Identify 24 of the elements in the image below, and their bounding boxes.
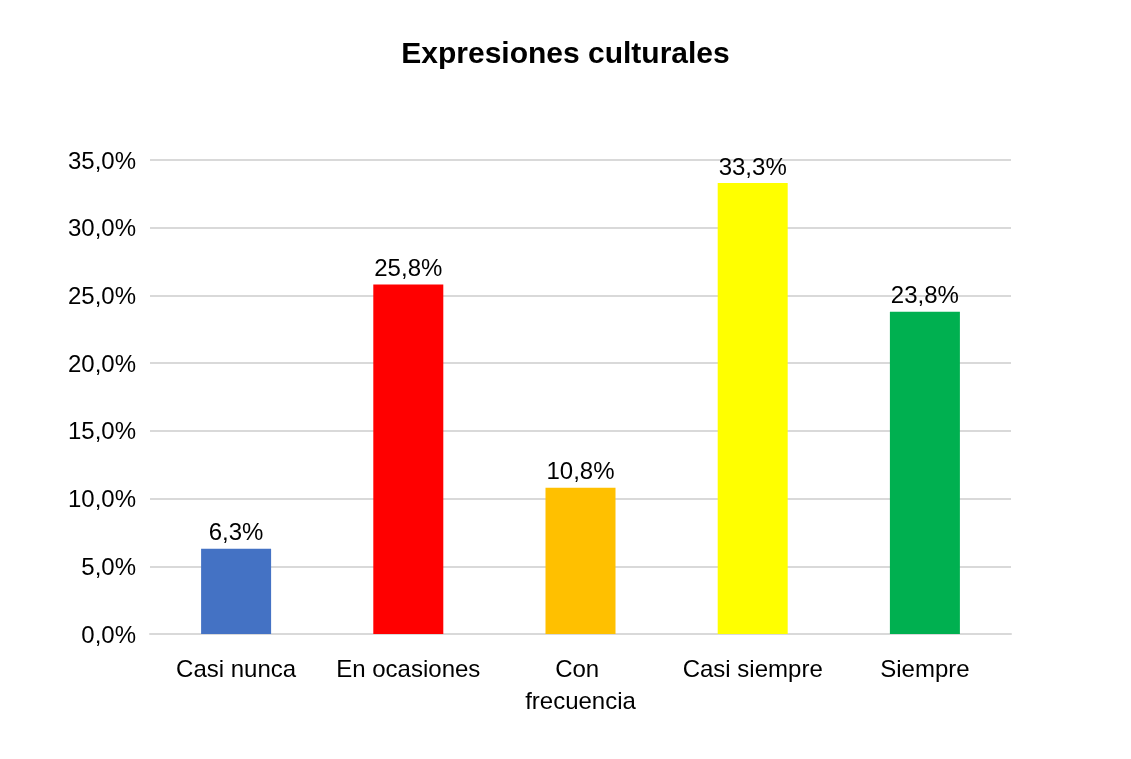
bar bbox=[201, 548, 272, 634]
data-label: 10,8% bbox=[546, 457, 615, 485]
x-tick-label: En ocasiones bbox=[336, 654, 481, 682]
bar bbox=[545, 487, 616, 634]
bar bbox=[373, 284, 444, 634]
x-tick-label: Siempre bbox=[880, 654, 970, 682]
y-tick-label: 5,0% bbox=[81, 552, 136, 580]
x-tick-label: Casi siempre bbox=[682, 654, 823, 682]
bar bbox=[717, 183, 788, 634]
data-label: 6,3% bbox=[208, 518, 264, 546]
data-label: 23,8% bbox=[890, 281, 959, 309]
data-label: 33,3% bbox=[718, 152, 787, 180]
y-tick-label: 15,0% bbox=[67, 417, 136, 445]
y-tick-label: 20,0% bbox=[67, 349, 136, 377]
y-tick-label: 35,0% bbox=[67, 146, 136, 174]
y-tick-label: 25,0% bbox=[67, 281, 136, 309]
y-tick-label: 10,0% bbox=[67, 485, 136, 513]
data-label: 25,8% bbox=[374, 254, 443, 282]
chart-title: Expresiones culturales bbox=[401, 35, 730, 69]
y-tick-label: 0,0% bbox=[81, 620, 136, 648]
x-tick-label: Casi nunca bbox=[176, 654, 297, 682]
x-tick-label: Con frecuencia bbox=[525, 654, 637, 714]
bar bbox=[889, 311, 960, 634]
y-tick-label: 30,0% bbox=[67, 214, 136, 242]
